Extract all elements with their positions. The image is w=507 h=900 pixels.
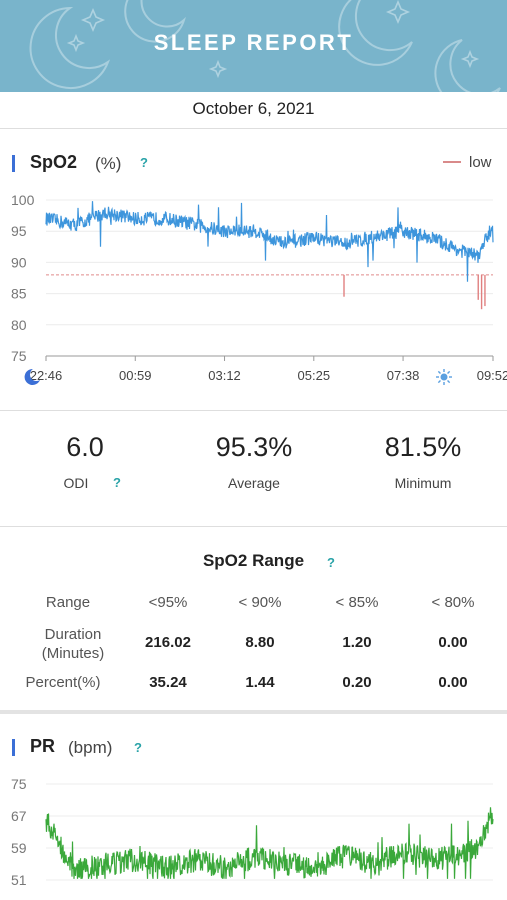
y-tick-label: 85 [11, 286, 27, 302]
y-tick-label: 100 [11, 192, 35, 208]
low-legend-label: low [469, 154, 492, 171]
duration-cell: 1.20 [342, 634, 372, 651]
y-tick-label: 75 [11, 348, 27, 364]
night-sky-decoration [29, 0, 501, 92]
divider [0, 526, 507, 527]
average-label: Average [228, 475, 280, 491]
star-icon [208, 59, 228, 79]
odi-label: ODI [63, 475, 89, 491]
average-value: 95.3% [215, 432, 293, 462]
divider [0, 128, 507, 129]
moon-icon [124, 0, 186, 43]
pr-title: PR [30, 736, 56, 756]
x-tick-label: 00:59 [119, 368, 152, 383]
moon-icon [24, 368, 40, 385]
low-legend-swatch [443, 161, 461, 163]
page-title: SLEEP REPORT [153, 30, 354, 55]
sun-icon [436, 369, 452, 385]
x-tick-label: 22:46 [30, 368, 63, 383]
star-icon [460, 49, 480, 69]
row-label-range: Range [45, 594, 91, 611]
star-icon [66, 33, 86, 53]
percent-cell: 0.00 [438, 674, 468, 691]
pr-chart: 75 67 59 51 [11, 776, 494, 888]
odi-help-button[interactable]: ? [113, 475, 121, 490]
y-tick-label: 90 [11, 254, 27, 270]
y-tick-label: 75 [11, 776, 27, 792]
star-icon [80, 7, 106, 33]
moon-icon [338, 0, 413, 66]
divider [0, 410, 507, 411]
row-label-duration: Duration (Minutes) [41, 626, 105, 662]
y-tick-label: 80 [11, 317, 27, 333]
minimum-label: Minimum [394, 475, 452, 491]
spo2-title: SpO2 [30, 152, 78, 172]
x-tick-label: 09:52 [477, 368, 507, 383]
row-label-percent: Percent(%) [25, 674, 101, 691]
series-line [45, 807, 494, 879]
y-tick-label: 51 [11, 872, 27, 888]
star-icon [385, 0, 411, 25]
spo2-help-button[interactable]: ? [140, 155, 148, 170]
series-line [45, 201, 494, 282]
range-col-header: < 80% [431, 594, 475, 611]
minimum-value: 81.5% [384, 432, 462, 462]
moon-icon [434, 39, 501, 92]
section-separator [0, 710, 507, 714]
range-help-button[interactable]: ? [327, 555, 335, 570]
y-tick-label: 67 [11, 808, 27, 824]
range-col-header: < 85% [335, 594, 379, 611]
section-accent-bar [12, 739, 15, 756]
x-tick-label: 07:38 [387, 368, 420, 383]
odi-value: 6.0 [66, 432, 104, 462]
range-title: SpO2 Range [0, 551, 507, 571]
percent-cell: 35.24 [149, 674, 187, 691]
duration-cell: 8.80 [245, 634, 275, 651]
x-tick-label: 03:12 [208, 368, 241, 383]
range-col-header: < 90% [238, 594, 282, 611]
percent-cell: 0.20 [342, 674, 372, 691]
section-accent-bar [12, 155, 15, 172]
pr-unit: (bpm) [68, 738, 113, 757]
spo2-unit: (%) [95, 154, 122, 173]
app-header: SLEEP REPORT [0, 0, 507, 92]
duration-cell: 216.02 [145, 634, 191, 651]
x-tick-label: 05:25 [298, 368, 331, 383]
y-tick-label: 95 [11, 223, 27, 239]
report-date: October 6, 2021 [192, 99, 315, 118]
duration-cell: 0.00 [438, 634, 468, 651]
y-tick-label: 59 [11, 840, 27, 856]
pr-help-button[interactable]: ? [134, 740, 142, 755]
range-col-header: <95% [148, 594, 188, 611]
moon-icon [29, 6, 111, 89]
percent-cell: 1.44 [245, 674, 275, 691]
range-title-text: SpO2 Range [202, 551, 305, 570]
